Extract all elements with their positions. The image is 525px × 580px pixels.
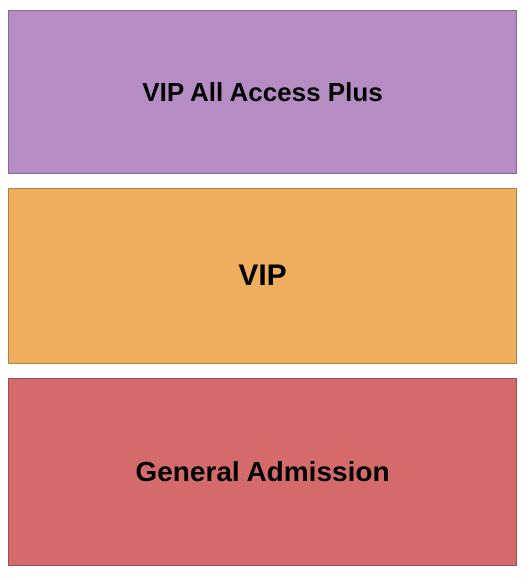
- section-label: VIP All Access Plus: [142, 77, 382, 108]
- section-gap: [8, 364, 517, 378]
- section-label: General Admission: [135, 456, 389, 488]
- section-general-admission[interactable]: General Admission: [8, 378, 517, 566]
- section-gap: [8, 174, 517, 188]
- section-vip[interactable]: VIP: [8, 188, 517, 364]
- section-label: VIP: [238, 259, 286, 293]
- section-vip-all-access-plus[interactable]: VIP All Access Plus: [8, 10, 517, 174]
